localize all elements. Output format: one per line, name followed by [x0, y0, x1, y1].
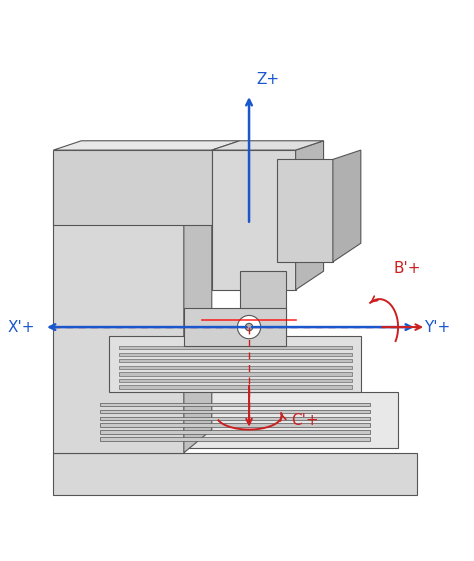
Polygon shape — [54, 453, 417, 495]
Polygon shape — [118, 373, 352, 375]
Polygon shape — [72, 392, 398, 448]
Polygon shape — [100, 430, 370, 434]
Polygon shape — [54, 150, 212, 159]
Circle shape — [246, 323, 253, 331]
Text: C'+: C'+ — [291, 413, 319, 427]
Text: B'+: B'+ — [393, 261, 421, 276]
Polygon shape — [100, 438, 370, 441]
Polygon shape — [118, 353, 352, 356]
Polygon shape — [54, 159, 184, 453]
Polygon shape — [100, 424, 370, 427]
Polygon shape — [240, 271, 286, 337]
Polygon shape — [54, 141, 240, 150]
Text: X'+: X'+ — [7, 320, 35, 334]
Polygon shape — [118, 385, 352, 389]
Circle shape — [237, 315, 261, 339]
Polygon shape — [118, 379, 352, 382]
Polygon shape — [100, 403, 370, 406]
Polygon shape — [109, 337, 361, 392]
Polygon shape — [54, 150, 212, 224]
Polygon shape — [184, 309, 286, 346]
Polygon shape — [212, 141, 324, 150]
Polygon shape — [118, 359, 352, 362]
Polygon shape — [100, 416, 370, 420]
Polygon shape — [100, 410, 370, 413]
Text: Y'+: Y'+ — [424, 320, 450, 334]
Polygon shape — [296, 141, 324, 290]
Polygon shape — [118, 346, 352, 350]
Polygon shape — [212, 150, 296, 290]
Text: Z+: Z+ — [256, 72, 279, 87]
Polygon shape — [184, 150, 212, 453]
Polygon shape — [118, 366, 352, 369]
Polygon shape — [333, 150, 361, 262]
Polygon shape — [277, 159, 333, 262]
